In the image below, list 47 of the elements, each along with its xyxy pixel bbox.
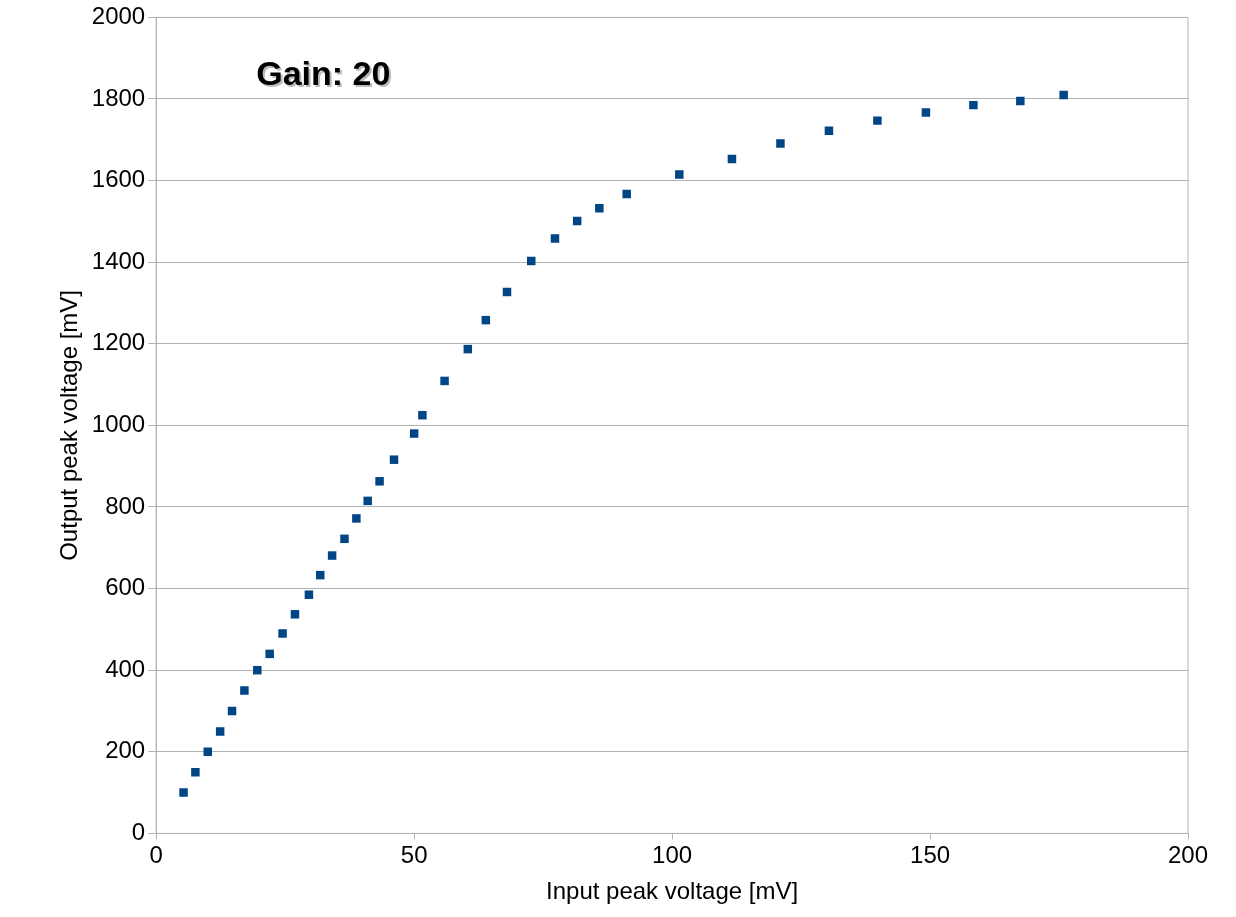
point bbox=[253, 665, 262, 675]
point bbox=[340, 534, 349, 544]
x-tick-label: 150 bbox=[910, 841, 951, 869]
y-tick-label: 2000 bbox=[91, 2, 146, 30]
y-axis-title: Output peak voltage [mV] bbox=[55, 289, 83, 561]
point bbox=[363, 496, 372, 506]
point bbox=[290, 610, 300, 619]
x-tick-label: 50 bbox=[400, 841, 428, 869]
point bbox=[921, 108, 931, 117]
y-tick-label: 200 bbox=[105, 736, 146, 764]
point bbox=[304, 590, 314, 599]
point bbox=[179, 788, 188, 797]
point bbox=[240, 686, 249, 695]
y-tick-label: 0 bbox=[131, 818, 146, 846]
x-tick-label: 100 bbox=[652, 841, 693, 869]
point bbox=[622, 189, 631, 199]
y-tick-label: 1800 bbox=[91, 83, 146, 111]
point bbox=[191, 767, 200, 777]
y-tick-label: 1200 bbox=[91, 328, 146, 356]
point bbox=[1016, 96, 1025, 106]
point bbox=[375, 477, 384, 486]
point bbox=[278, 629, 287, 638]
y-tick-label: 1000 bbox=[91, 410, 146, 438]
x-axis-title: Input peak voltage [mV] bbox=[546, 877, 799, 905]
point bbox=[969, 100, 978, 110]
y-tick-label: 800 bbox=[105, 491, 146, 519]
y-tick-label: 1600 bbox=[91, 165, 146, 193]
point bbox=[409, 429, 419, 438]
x-tick-label: 200 bbox=[1167, 841, 1209, 869]
point bbox=[352, 514, 361, 523]
point bbox=[389, 455, 399, 464]
point bbox=[215, 727, 225, 736]
point bbox=[265, 649, 274, 659]
point bbox=[440, 376, 449, 386]
point bbox=[873, 116, 882, 125]
point bbox=[776, 139, 785, 148]
point bbox=[675, 170, 684, 179]
annotation: Gain: 20 bbox=[258, 55, 393, 94]
point bbox=[550, 234, 560, 243]
y-tick-label: 1400 bbox=[91, 246, 146, 274]
point bbox=[418, 410, 427, 420]
point bbox=[1059, 90, 1068, 100]
y-tick-label: 600 bbox=[105, 573, 146, 601]
point bbox=[595, 204, 604, 213]
y-tick-label: 400 bbox=[105, 654, 146, 682]
x-tick-label: 0 bbox=[149, 841, 163, 869]
point bbox=[327, 551, 337, 560]
